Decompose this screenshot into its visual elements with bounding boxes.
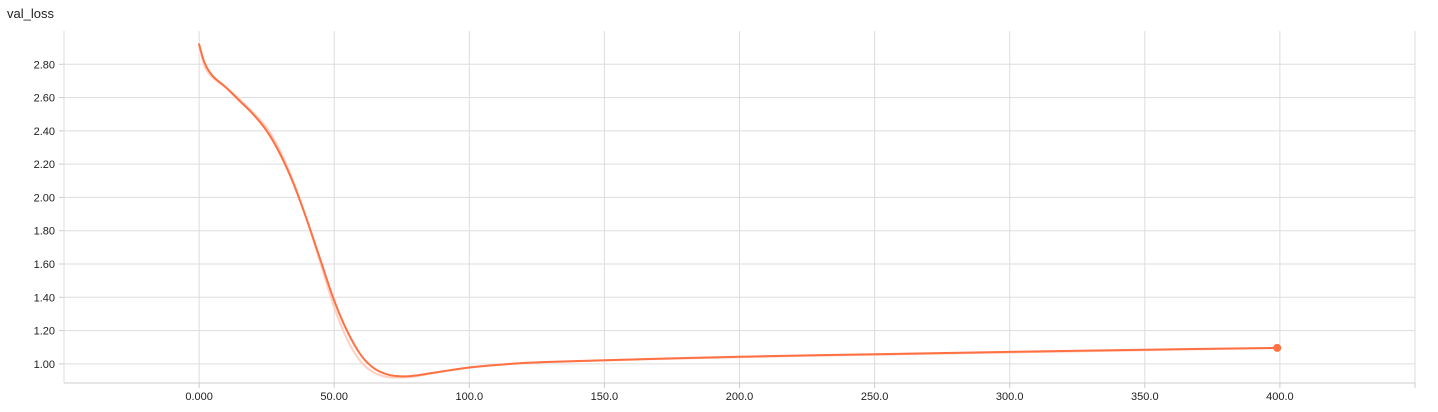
- y-tick-label: 2.00: [34, 192, 55, 204]
- chart-title: val_loss: [7, 6, 54, 21]
- x-tick-label: 200.0: [726, 391, 754, 403]
- x-tick-label: 150.0: [591, 391, 619, 403]
- y-tick-labels: 1.00 1.20 1.40 1.60 1.80 2.00 2.20 2.40 2.60 2.80: [34, 59, 55, 371]
- y-tick-label: 2.20: [34, 159, 55, 171]
- axes: [59, 31, 1416, 388]
- x-tick-label: 100.0: [456, 391, 484, 403]
- y-tick-label: 2.40: [34, 126, 55, 138]
- x-tick-label: 400.0: [1266, 391, 1294, 403]
- x-tick-label: 350.0: [1131, 391, 1159, 403]
- grid: [64, 31, 1416, 383]
- series-lines: [198, 43, 1282, 379]
- y-tick-label: 1.00: [34, 359, 55, 371]
- raw-series-line: [198, 43, 1279, 379]
- series-endpoint-marker[interactable]: [1273, 343, 1282, 352]
- x-tick-labels: 0.000 50.00 100.0 150.0 200.0 250.0 300.0 350.0…: [185, 391, 1293, 403]
- y-tick-label: 1.80: [34, 226, 55, 238]
- y-tick-label: 1.40: [34, 292, 55, 304]
- y-tick-label: 2.80: [34, 59, 55, 71]
- y-tick-label: 2.60: [34, 93, 55, 105]
- x-tick-label: 300.0: [996, 391, 1024, 403]
- x-tick-label: 0.000: [185, 391, 213, 403]
- smoothed-series-line: [198, 43, 1279, 378]
- y-tick-label: 1.60: [34, 259, 55, 271]
- x-tick-label: 50.00: [320, 391, 348, 403]
- x-tick-label: 250.0: [861, 391, 889, 403]
- y-tick-label: 1.20: [34, 326, 55, 338]
